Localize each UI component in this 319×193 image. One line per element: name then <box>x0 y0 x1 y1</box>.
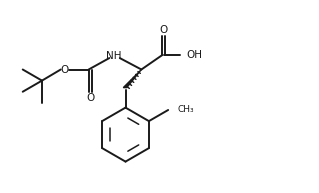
Text: O: O <box>61 64 69 74</box>
Text: OH: OH <box>187 50 203 60</box>
Text: O: O <box>86 93 94 103</box>
Text: CH₃: CH₃ <box>177 106 194 114</box>
Text: O: O <box>159 25 167 36</box>
Text: NH: NH <box>106 52 121 62</box>
Polygon shape <box>123 69 141 88</box>
